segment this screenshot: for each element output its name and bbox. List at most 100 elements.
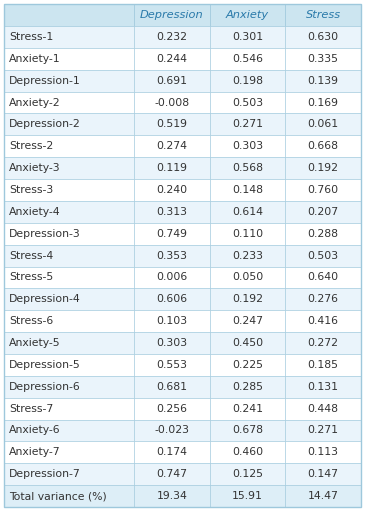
Text: 0.006: 0.006 <box>156 272 188 283</box>
Text: 0.681: 0.681 <box>156 382 187 392</box>
Text: Depression-6: Depression-6 <box>9 382 81 392</box>
Text: 0.760: 0.760 <box>308 185 339 195</box>
Text: Anxiety: Anxiety <box>226 10 269 20</box>
Text: Stress-4: Stress-4 <box>9 250 53 261</box>
Text: 0.285: 0.285 <box>232 382 263 392</box>
Bar <box>4 398 134 420</box>
Bar <box>285 288 361 310</box>
Bar <box>210 26 285 48</box>
Bar <box>4 310 134 332</box>
Bar <box>285 332 361 354</box>
Bar <box>210 310 285 332</box>
Bar <box>210 223 285 245</box>
Text: 0.244: 0.244 <box>156 54 187 64</box>
Bar <box>210 485 285 507</box>
Bar <box>210 69 285 91</box>
Text: Anxiety-4: Anxiety-4 <box>9 207 61 217</box>
Bar <box>210 245 285 267</box>
Bar <box>134 485 210 507</box>
Text: 0.247: 0.247 <box>232 316 263 326</box>
Text: 0.691: 0.691 <box>156 76 187 86</box>
Bar <box>285 267 361 288</box>
Text: Stress: Stress <box>306 10 341 20</box>
Bar <box>285 157 361 179</box>
Bar <box>285 48 361 69</box>
Bar <box>285 245 361 267</box>
Text: 0.110: 0.110 <box>232 229 263 239</box>
Text: Stress-2: Stress-2 <box>9 141 53 151</box>
Text: -0.023: -0.023 <box>154 426 189 435</box>
Bar <box>4 332 134 354</box>
Text: 0.313: 0.313 <box>156 207 187 217</box>
Text: Anxiety-3: Anxiety-3 <box>9 163 61 173</box>
Text: Depression-2: Depression-2 <box>9 120 81 129</box>
Text: 0.546: 0.546 <box>232 54 263 64</box>
Bar <box>285 201 361 223</box>
Bar <box>134 420 210 442</box>
Text: 0.271: 0.271 <box>232 120 263 129</box>
Bar <box>210 113 285 135</box>
Text: Stress-1: Stress-1 <box>9 32 53 42</box>
Bar <box>210 201 285 223</box>
Text: 0.272: 0.272 <box>308 338 339 348</box>
Text: Anxiety-1: Anxiety-1 <box>9 54 61 64</box>
Text: 0.169: 0.169 <box>308 98 339 107</box>
Bar <box>210 4 285 26</box>
Text: 0.131: 0.131 <box>308 382 339 392</box>
Text: 0.256: 0.256 <box>156 404 187 413</box>
Bar <box>134 113 210 135</box>
Bar <box>4 485 134 507</box>
Text: 0.174: 0.174 <box>156 447 187 457</box>
Text: 0.103: 0.103 <box>156 316 187 326</box>
Bar <box>134 245 210 267</box>
Bar <box>134 26 210 48</box>
Text: 0.119: 0.119 <box>156 163 187 173</box>
Text: 0.192: 0.192 <box>308 163 339 173</box>
Bar <box>134 135 210 157</box>
Bar <box>210 157 285 179</box>
Bar <box>285 354 361 376</box>
Bar <box>134 376 210 398</box>
Bar <box>285 463 361 485</box>
Text: 0.640: 0.640 <box>308 272 339 283</box>
Text: Depression-1: Depression-1 <box>9 76 81 86</box>
Text: 0.678: 0.678 <box>232 426 263 435</box>
Text: 0.303: 0.303 <box>156 338 187 348</box>
Text: 0.240: 0.240 <box>156 185 187 195</box>
Text: 0.198: 0.198 <box>232 76 263 86</box>
Bar <box>4 267 134 288</box>
Bar <box>285 4 361 26</box>
Bar <box>4 354 134 376</box>
Bar <box>134 201 210 223</box>
Text: 0.335: 0.335 <box>308 54 339 64</box>
Text: 0.232: 0.232 <box>156 32 187 42</box>
Text: 0.448: 0.448 <box>308 404 339 413</box>
Bar <box>134 267 210 288</box>
Bar <box>134 157 210 179</box>
Text: 0.207: 0.207 <box>308 207 339 217</box>
Bar <box>4 179 134 201</box>
Bar <box>285 223 361 245</box>
Text: 15.91: 15.91 <box>232 491 263 501</box>
Bar <box>134 442 210 463</box>
Text: 0.614: 0.614 <box>232 207 263 217</box>
Bar <box>4 201 134 223</box>
Bar <box>134 332 210 354</box>
Bar <box>210 463 285 485</box>
Text: 0.288: 0.288 <box>308 229 339 239</box>
Text: 0.192: 0.192 <box>232 294 263 304</box>
Bar <box>134 310 210 332</box>
Bar <box>285 376 361 398</box>
Bar <box>210 135 285 157</box>
Bar <box>134 354 210 376</box>
Bar <box>285 91 361 113</box>
Text: Stress-7: Stress-7 <box>9 404 53 413</box>
Bar <box>210 179 285 201</box>
Bar <box>285 26 361 48</box>
Text: 19.34: 19.34 <box>156 491 187 501</box>
Bar <box>210 420 285 442</box>
Bar <box>134 48 210 69</box>
Bar <box>210 398 285 420</box>
Bar <box>134 179 210 201</box>
Text: 0.568: 0.568 <box>232 163 263 173</box>
